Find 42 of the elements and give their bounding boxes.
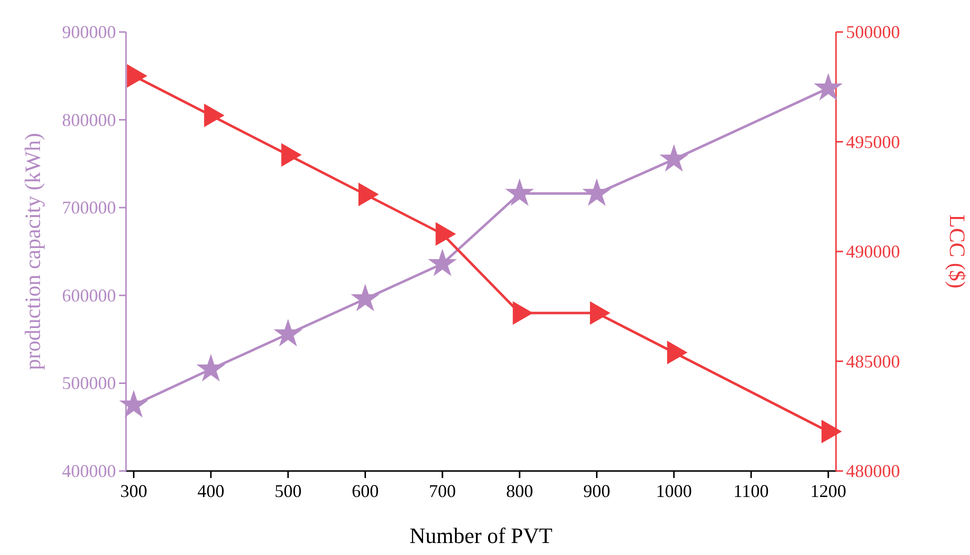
point bbox=[667, 340, 688, 364]
y-tick-label: 400000 bbox=[62, 461, 116, 481]
x-tick-label: 500 bbox=[274, 481, 302, 501]
x-tick-label: 900 bbox=[583, 481, 610, 501]
point bbox=[204, 104, 224, 128]
point bbox=[119, 390, 148, 418]
x-axis-title: Number of PVT bbox=[410, 523, 554, 548]
y2-tick-label: 500000 bbox=[846, 22, 900, 42]
point bbox=[126, 64, 148, 88]
x-tick-label: 800 bbox=[506, 481, 534, 501]
y2-axis-title: LCC ($) bbox=[945, 214, 970, 288]
x-tick-label: 1200 bbox=[810, 481, 846, 501]
x-tick-label: 1000 bbox=[656, 481, 692, 501]
x-tick-label: 300 bbox=[120, 481, 148, 501]
y2-tick-label: 485000 bbox=[846, 351, 900, 372]
point bbox=[814, 72, 843, 101]
point bbox=[512, 301, 534, 325]
y2-tick-label: 480000 bbox=[846, 461, 900, 481]
point bbox=[821, 420, 842, 444]
y-tick-label: 900000 bbox=[62, 22, 116, 42]
y-axis-title: production capacity (kWh) bbox=[20, 132, 45, 370]
y2-tick-label: 490000 bbox=[846, 242, 900, 262]
y-tick-label: 600000 bbox=[62, 285, 116, 306]
point bbox=[582, 178, 612, 206]
point bbox=[196, 354, 226, 382]
point bbox=[350, 284, 380, 312]
point bbox=[505, 178, 534, 206]
y2-tick-label: 495000 bbox=[846, 132, 900, 152]
y-tick-label: 800000 bbox=[62, 110, 116, 130]
x-tick-label: 700 bbox=[428, 481, 456, 501]
point bbox=[281, 143, 302, 167]
y-tick-label: 700000 bbox=[62, 198, 116, 218]
point bbox=[590, 301, 610, 325]
point bbox=[659, 144, 688, 172]
x-tick-label: 400 bbox=[197, 481, 224, 501]
y-tick-label: 500000 bbox=[62, 373, 116, 394]
point bbox=[358, 182, 379, 206]
point bbox=[274, 318, 303, 346]
point bbox=[428, 248, 457, 276]
x-tick-label: 1100 bbox=[733, 481, 769, 501]
point bbox=[436, 222, 456, 246]
x-tick-label: 600 bbox=[352, 481, 379, 501]
